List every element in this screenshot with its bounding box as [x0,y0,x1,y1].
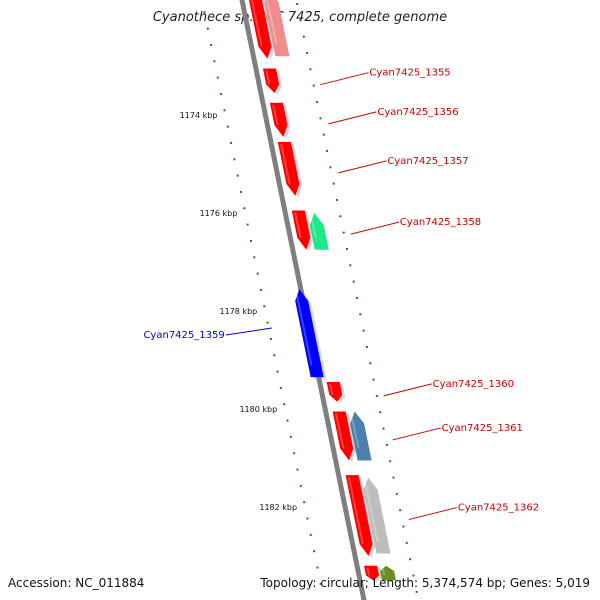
gene-highlight [280,143,291,185]
gene-highlight [350,413,360,449]
feature-block[interactable] [264,0,290,57]
gene-label[interactable]: Cyan7425_1355 [369,68,450,79]
gene-arrow[interactable] [247,0,272,59]
gene-label[interactable]: Cyan7425_1359 [143,330,224,341]
gene-highlight [381,567,386,576]
gene-highlight [250,0,263,47]
label-leader [392,427,441,441]
feature-block[interactable] [380,565,397,581]
feature-block[interactable] [363,477,391,554]
feature-block[interactable] [350,411,372,461]
feature-block[interactable] [309,213,329,250]
gene-label[interactable]: Cyan7425_1357 [387,156,468,167]
gene-arrow[interactable] [262,68,280,93]
gene-arrow[interactable] [277,141,300,196]
topology-summary: Topology: circular; Length: 5,374,574 bp… [260,576,590,590]
label-leader [338,160,387,174]
accession-text: Accession: NC_011884 [8,576,145,590]
scale-label: 1176 kbp [200,209,238,218]
label-leader [320,72,369,86]
label-leader [328,111,377,125]
scale-labels: 1174 kbp 1176 kbp 1178 kbp 1180 kbp 1182 kbp [180,111,297,512]
gene-highlight [347,476,364,545]
gene-highlight [266,0,278,45]
gene-labels: Cyan7425_1355 Cyan7425_1356 Cyan7425_1357 C… [143,68,539,521]
gene-highlight [265,70,271,85]
gene-arrow[interactable] [326,382,343,402]
gene-highlight [366,567,371,576]
label-leader [350,221,399,235]
gene-arrow[interactable] [269,102,288,138]
gene-arrow[interactable] [291,210,311,250]
gene-arrow[interactable] [364,565,379,581]
gene-highlight [363,479,379,542]
genes [247,0,379,581]
gene-label[interactable]: Cyan7425_1360 [433,379,514,390]
label-leader [383,383,432,397]
tick-marks [203,3,418,593]
scale-label: 1182 kbp [259,503,297,512]
gene-label[interactable]: Cyan7425_1358 [400,217,481,228]
label-leader [225,327,272,336]
gene-highlight [334,413,345,449]
gene-highlight [294,212,302,238]
gene-label[interactable]: Cyan7425_1362 [458,503,539,514]
scale-label: 1180 kbp [239,405,277,414]
gene-highlight [328,383,334,396]
scale-label: 1174 kbp [180,111,218,120]
gene-arrow[interactable] [332,411,354,461]
label-leader [408,507,457,521]
genome-title: Cyanothece sp. PCC 7425, complete genome [152,10,448,25]
gene-arrow[interactable] [295,288,324,378]
gene-highlight [272,104,279,126]
gene-label[interactable]: Cyan7425_1356 [377,107,458,118]
gene-label[interactable]: Cyan7425_1361 [442,423,523,434]
features [264,0,397,581]
gene-highlight [309,214,317,238]
scale-label: 1178 kbp [220,307,258,316]
gene-arrow[interactable] [345,475,373,556]
gene-highlight [295,290,313,366]
